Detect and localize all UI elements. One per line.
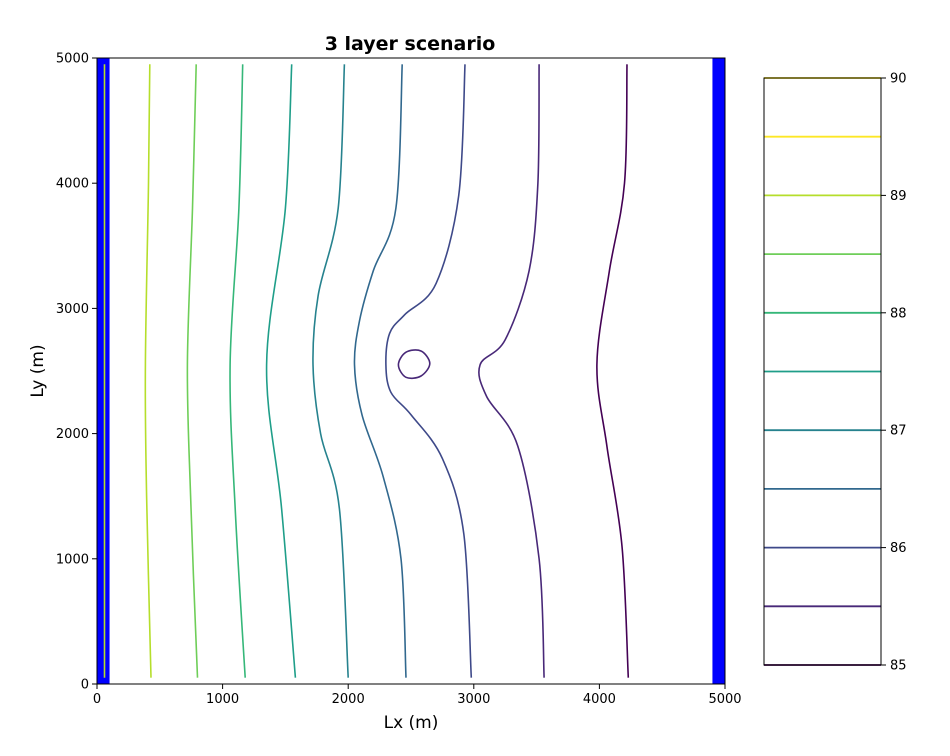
plot-border bbox=[96, 57, 726, 685]
y-tick-label: 1000 bbox=[56, 552, 89, 567]
contour-line-2 bbox=[186, 64, 199, 678]
x-axis: 0 1000 2000 3000 4000 5000 bbox=[93, 684, 742, 707]
colorbar: 85 86 87 88 89 90 bbox=[763, 72, 907, 674]
boundary-cells bbox=[97, 58, 725, 684]
contour-line-6 bbox=[353, 64, 407, 678]
x-tick-label: 2000 bbox=[332, 692, 365, 707]
contour-line-3 bbox=[229, 64, 246, 678]
contour-line-8 bbox=[478, 64, 545, 678]
colorbar-tick-label: 87 bbox=[890, 424, 907, 439]
plot-background bbox=[97, 58, 725, 684]
colorbar-border bbox=[763, 77, 882, 666]
y-tick-label: 0 bbox=[81, 678, 89, 693]
x-tick-label: 0 bbox=[93, 692, 101, 707]
colorbar-tick-label: 88 bbox=[890, 306, 907, 321]
contour-line-10 bbox=[397, 349, 431, 380]
colorbar-tick-label: 90 bbox=[890, 72, 907, 87]
y-tick-label: 3000 bbox=[56, 302, 89, 317]
contour-line-9 bbox=[596, 64, 630, 678]
y-tick-label: 4000 bbox=[56, 177, 89, 192]
colorbar-tick-label: 85 bbox=[890, 659, 907, 674]
contour-lines bbox=[103, 64, 630, 678]
colorbar-tick-label: 89 bbox=[890, 189, 907, 204]
x-tick-label: 4000 bbox=[583, 692, 616, 707]
y-tick-label: 5000 bbox=[56, 52, 89, 67]
chart-title: 3 layer scenario bbox=[325, 33, 496, 55]
colorbar-tick-label: 86 bbox=[890, 541, 907, 556]
y-tick-label: 2000 bbox=[56, 427, 89, 442]
x-tick-label: 5000 bbox=[708, 692, 741, 707]
x-tick-label: 3000 bbox=[457, 692, 490, 707]
boundary-cell-1 bbox=[712, 58, 725, 684]
contour-line-4 bbox=[265, 64, 297, 678]
x-axis-label: Lx (m) bbox=[384, 713, 439, 733]
boundary-cell-0 bbox=[97, 58, 110, 684]
x-tick-label: 1000 bbox=[206, 692, 239, 707]
contour-line-1 bbox=[144, 64, 152, 678]
contour-line-5 bbox=[312, 64, 349, 678]
plot-area bbox=[96, 57, 726, 685]
y-axis: 0 1000 2000 3000 4000 5000 bbox=[56, 52, 97, 693]
colorbar-ticks: 85 86 87 88 89 90 bbox=[881, 72, 907, 674]
y-axis-label: Ly (m) bbox=[28, 344, 48, 397]
contour-line-7 bbox=[385, 64, 473, 678]
